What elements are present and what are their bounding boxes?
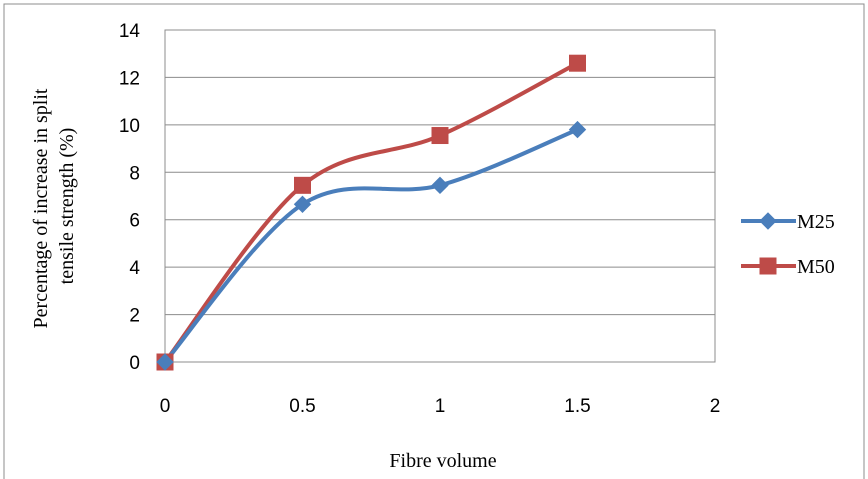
series-line-m25 xyxy=(163,127,579,364)
legend-label-m25: M25 xyxy=(797,211,835,233)
y-axis-title: Percentage of increase in split tensile … xyxy=(30,84,78,329)
y-axis-title-line-2: tensile strength (%) xyxy=(56,128,78,285)
y-tick-label-5: 10 xyxy=(119,116,140,137)
y-tick-label-2: 4 xyxy=(129,258,140,279)
x-tick-label-3: 1.5 xyxy=(564,396,590,417)
y-tick-labels: 0 2 4 6 8 10 12 14 xyxy=(119,21,141,374)
y-tick-label-1: 2 xyxy=(129,306,140,327)
legend-marker-m50 xyxy=(759,257,777,275)
y-tick-label-3: 6 xyxy=(129,211,140,232)
x-tick-label-1: 0.5 xyxy=(289,396,315,417)
legend: M25 M50 xyxy=(741,211,835,278)
y-tick-label-4: 8 xyxy=(129,163,140,184)
plot-area-border xyxy=(164,29,716,363)
legend-label-m50: M50 xyxy=(797,256,835,278)
data-point-m25-2 xyxy=(431,176,449,195)
data-point-m25-1 xyxy=(293,195,312,214)
series-lines xyxy=(163,61,579,364)
x-tick-label-0: 0 xyxy=(160,396,171,417)
data-point-m50-3 xyxy=(569,54,586,72)
data-point-m50-2 xyxy=(431,127,449,145)
plot-area xyxy=(164,29,716,363)
x-tick-label-4: 2 xyxy=(710,396,721,417)
x-tick-labels: 0 0.5 1 1.5 2 xyxy=(160,396,721,417)
gridlines xyxy=(165,29,715,316)
legend-marker-m25 xyxy=(759,212,777,230)
x-tick-label-2: 1 xyxy=(435,396,446,417)
data-point-m50-1 xyxy=(294,176,311,194)
data-point-m25-0 xyxy=(156,353,174,371)
x-axis-title: Fibre volume xyxy=(389,450,496,472)
data-point-m25-3 xyxy=(568,120,587,139)
chart-border xyxy=(3,3,865,479)
y-tick-label-7: 14 xyxy=(119,21,141,42)
y-axis-title-line-1: Percentage of increase in split xyxy=(30,88,52,328)
series-line-m50 xyxy=(163,61,579,364)
y-tick-label-6: 12 xyxy=(119,68,140,89)
series-markers xyxy=(156,54,587,371)
y-tick-label-0: 0 xyxy=(129,353,140,374)
